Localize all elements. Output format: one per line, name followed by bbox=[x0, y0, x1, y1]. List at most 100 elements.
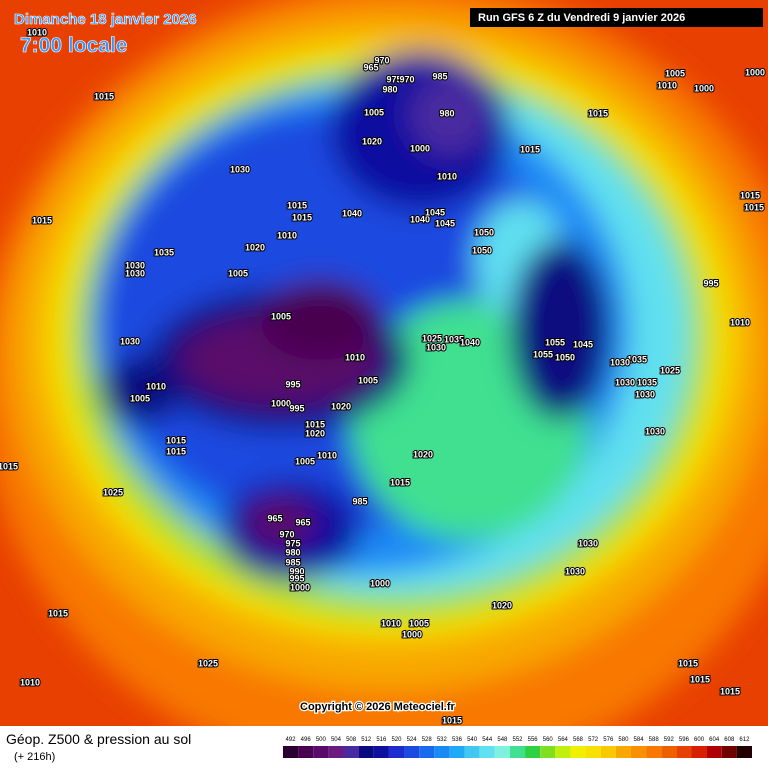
isobar-label: 1035 bbox=[154, 247, 174, 257]
isobar-label: 1010 bbox=[381, 618, 401, 628]
scale-label: 528 bbox=[422, 737, 433, 743]
isobar-label: 995 bbox=[289, 403, 304, 413]
scale-label: 612 bbox=[739, 737, 750, 743]
scale-swatch bbox=[570, 746, 586, 758]
isobar-label: 1045 bbox=[573, 339, 593, 349]
scale-label: 504 bbox=[331, 737, 342, 743]
scale-label: 516 bbox=[376, 737, 387, 743]
isobar-label: 1030 bbox=[125, 268, 145, 278]
isobar-label: 1010 bbox=[657, 80, 677, 90]
isobar-label: 1005 bbox=[665, 68, 685, 78]
isobar-label: 1030 bbox=[120, 336, 140, 346]
scale-label: 540 bbox=[467, 737, 478, 743]
scale-swatch bbox=[646, 746, 662, 758]
isobar-label: 965 bbox=[267, 513, 282, 523]
isobar-label: 1005 bbox=[130, 393, 150, 403]
isobar-label: 1005 bbox=[358, 375, 378, 385]
scale-swatch bbox=[479, 746, 495, 758]
isobar-label: 1015 bbox=[720, 686, 740, 696]
scale-swatch bbox=[721, 746, 737, 758]
isobar-label: 1000 bbox=[410, 143, 430, 153]
scale-label: 536 bbox=[452, 737, 463, 743]
isobar-label: 1015 bbox=[32, 215, 52, 225]
scale-label: 576 bbox=[603, 737, 614, 743]
scale-label: 584 bbox=[634, 737, 645, 743]
isobar-label: 1015 bbox=[0, 461, 18, 471]
isobar-label: 1020 bbox=[245, 242, 265, 252]
scale-swatch bbox=[600, 746, 616, 758]
scale-label: 496 bbox=[301, 737, 312, 743]
scale-swatch bbox=[615, 746, 631, 758]
lead-time: (+ 216h) bbox=[14, 751, 55, 763]
scale-swatch bbox=[509, 746, 526, 758]
scale-label: 564 bbox=[558, 737, 569, 743]
isobar-label: 1015 bbox=[305, 419, 325, 429]
isobar-label: 970 bbox=[399, 74, 414, 84]
scale-swatch bbox=[630, 746, 647, 758]
scale-label: 552 bbox=[512, 737, 523, 743]
isobar-label: 985 bbox=[432, 71, 447, 81]
isobar-label: 970 bbox=[374, 55, 389, 65]
scale-swatch bbox=[313, 746, 329, 758]
isobar-label: 1020 bbox=[413, 449, 433, 459]
scale-swatch bbox=[661, 746, 677, 758]
isobar-label: 1045 bbox=[435, 218, 455, 228]
isobar-label: 1030 bbox=[230, 164, 250, 174]
scale-label: 524 bbox=[407, 737, 418, 743]
isobar-label: 970 bbox=[279, 529, 294, 539]
scale-swatch bbox=[328, 746, 344, 758]
isobar-label: 1040 bbox=[342, 208, 362, 218]
isobar-label: 980 bbox=[382, 84, 397, 94]
color-scale: 492 496 500 504 508 512 516 520 524 528 532 536 540 5… bbox=[283, 737, 752, 758]
isobar-label: 1005 bbox=[364, 107, 384, 117]
isobar-label: 1020 bbox=[362, 136, 382, 146]
isobar-label: 995 bbox=[289, 573, 304, 583]
scale-label: 588 bbox=[649, 737, 660, 743]
isobar-label: 1025 bbox=[103, 487, 123, 497]
scale-swatch bbox=[555, 746, 571, 758]
run-label: Run GFS 6 Z du Vendredi 9 janvier 2026 bbox=[478, 12, 685, 24]
isobar-label: 1000 bbox=[271, 398, 291, 408]
date-label: Dimanche 18 janvier 2026 bbox=[14, 11, 197, 28]
isobar-label: 975 bbox=[285, 538, 300, 548]
isobar-label: 980 bbox=[439, 108, 454, 118]
scale-swatch bbox=[283, 746, 299, 758]
isobar-label: 1010 bbox=[345, 352, 365, 362]
isobar-label: 1010 bbox=[20, 677, 40, 687]
isobar-label: 1000 bbox=[290, 582, 310, 592]
legend-title: Géop. Z500 & pression au sol bbox=[6, 731, 191, 747]
copyright: Copyright © 2026 Meteociel.fr bbox=[300, 701, 456, 713]
scale-swatch bbox=[676, 746, 692, 758]
scale-swatch bbox=[464, 746, 480, 758]
run-box bbox=[470, 8, 763, 27]
isobar-label: 1015 bbox=[588, 108, 608, 118]
isobar-label: 1055 bbox=[545, 337, 565, 347]
scale-label: 572 bbox=[588, 737, 599, 743]
scale-swatch bbox=[525, 746, 541, 758]
isobar-label: 1015 bbox=[292, 212, 312, 222]
isobar-label: 1030 bbox=[615, 377, 635, 387]
isobar-label: 1030 bbox=[645, 426, 665, 436]
scale-swatch bbox=[706, 746, 722, 758]
scale-label: 520 bbox=[391, 737, 402, 743]
isobar-label: 1030 bbox=[125, 260, 145, 270]
scale-swatch bbox=[736, 746, 752, 758]
scale-swatch bbox=[585, 746, 601, 758]
isobar-label: 1035 bbox=[444, 334, 464, 344]
isobar-label: 1015 bbox=[166, 446, 186, 456]
isobar-label: 1015 bbox=[740, 190, 760, 200]
scale-swatch bbox=[434, 746, 450, 758]
isobar-label: 1010 bbox=[317, 450, 337, 460]
scale-label: 492 bbox=[286, 737, 297, 743]
isobar-label: 1010 bbox=[27, 27, 47, 37]
isobar-label: 1040 bbox=[460, 337, 480, 347]
isobar-label: 1020 bbox=[305, 428, 325, 438]
scale-swatch bbox=[691, 746, 707, 758]
isobar-label: 1030 bbox=[635, 389, 655, 399]
isobar-label: 1000 bbox=[370, 578, 390, 588]
isobar-label: 1015 bbox=[442, 715, 462, 725]
isobar-label: 1045 bbox=[425, 207, 445, 217]
isobar-label: 995 bbox=[285, 379, 300, 389]
isobar-label: 1000 bbox=[402, 629, 422, 639]
isobar-label: 1010 bbox=[277, 230, 297, 240]
